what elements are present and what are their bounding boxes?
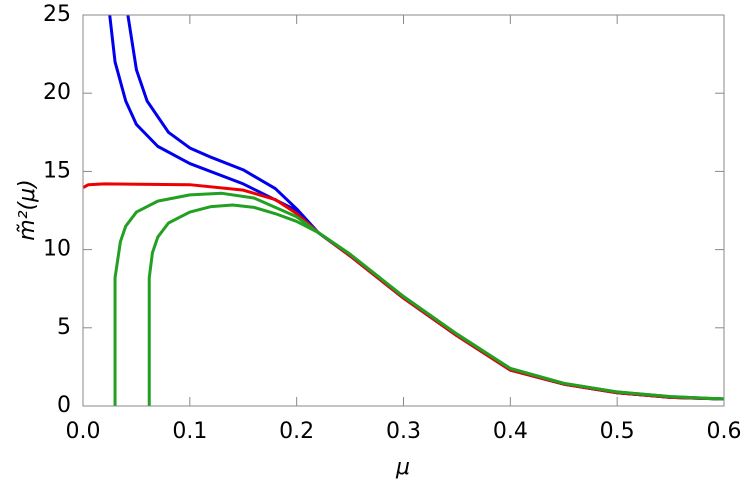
y-tick-label: 10	[43, 237, 71, 262]
x-axis-title: μ	[395, 455, 410, 480]
y-tick-label: 15	[43, 158, 71, 183]
x-tick-label: 0.3	[386, 419, 421, 444]
plot-area	[83, 15, 724, 406]
y-axis-title: m̃²(μ)	[15, 179, 40, 240]
curve	[113, 191, 724, 406]
curve	[108, 15, 724, 401]
x-tick-label: 0.0	[66, 419, 101, 444]
y-tick-label: 20	[43, 80, 71, 105]
frame	[82, 14, 725, 407]
x-tick-label: 0.1	[172, 419, 207, 444]
x-tick-label: 0.6	[707, 419, 742, 444]
y-tick-label: 5	[57, 315, 71, 340]
y-tick-label: 0	[57, 393, 71, 418]
x-tick-label: 0.5	[600, 419, 635, 444]
x-tick-label: 0.2	[279, 419, 314, 444]
y-tick-label: 25	[43, 2, 71, 27]
x-tick-label: 0.4	[493, 419, 528, 444]
curve	[147, 203, 724, 406]
